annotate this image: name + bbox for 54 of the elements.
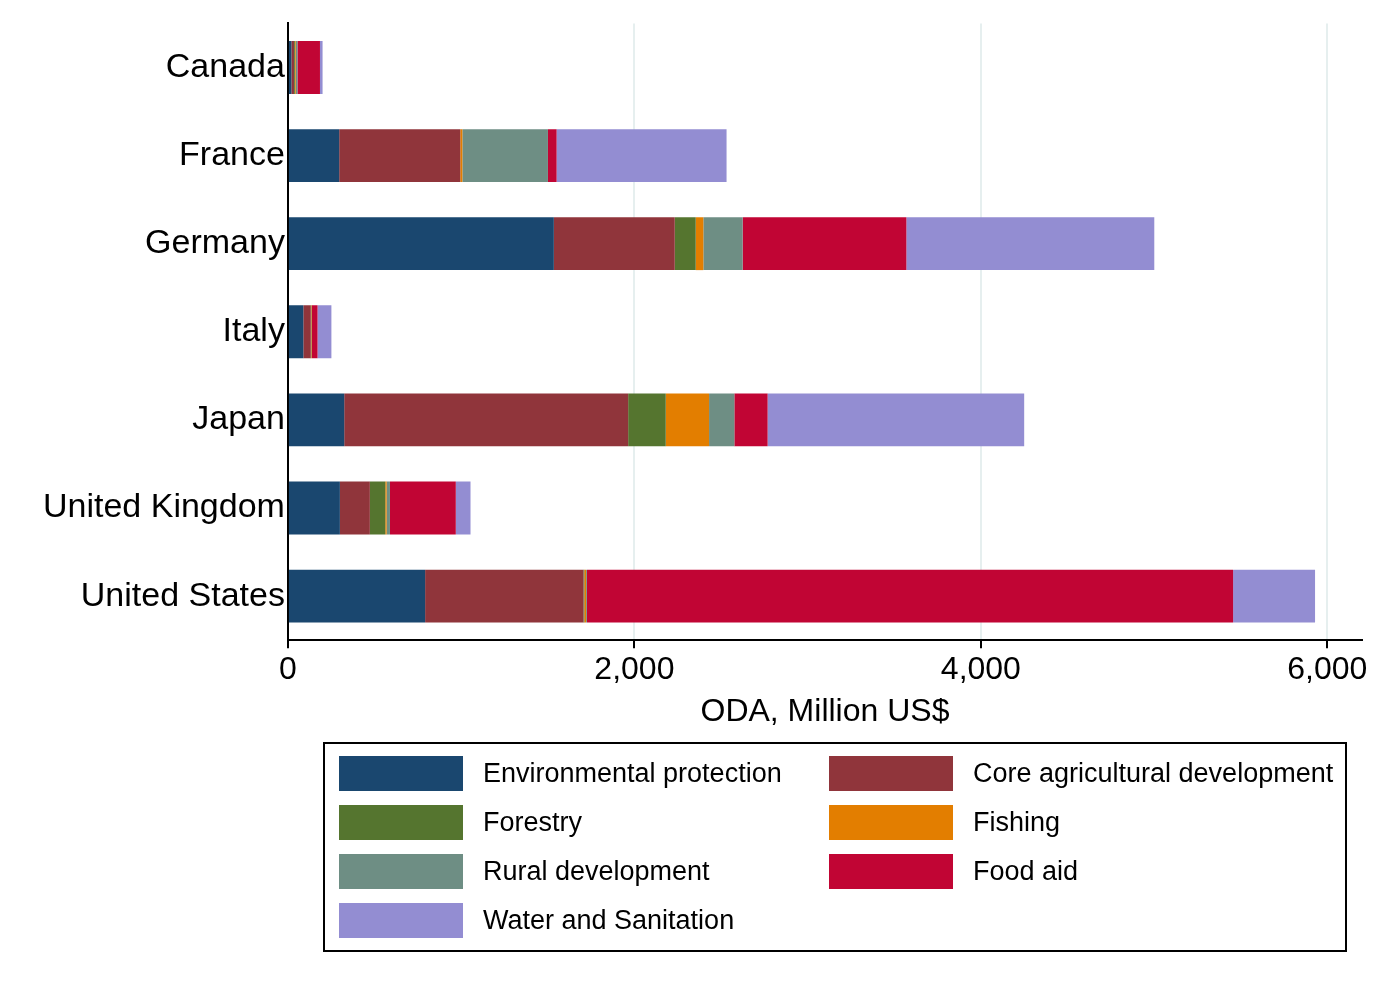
bar (389, 481, 456, 535)
bar (288, 129, 340, 183)
bar (695, 217, 704, 271)
x-tick-label: 4,000 (940, 650, 1021, 687)
y-tick-label: United States (80, 574, 285, 613)
bar (1233, 569, 1316, 623)
bar (455, 481, 471, 535)
bar (665, 393, 710, 447)
bar (288, 569, 426, 623)
bar (734, 393, 768, 447)
bar (742, 217, 907, 271)
bar (303, 305, 311, 359)
bar (288, 481, 340, 535)
legend-label: Food aid (973, 856, 1079, 887)
bar (460, 129, 463, 183)
bar (311, 305, 318, 359)
bar (709, 393, 735, 447)
bar (288, 393, 345, 447)
bar (628, 393, 666, 447)
bar (288, 305, 304, 359)
bar (553, 217, 675, 271)
bar (319, 41, 323, 94)
bar (288, 217, 554, 271)
bar (767, 393, 1025, 447)
bar (425, 569, 584, 623)
bar (906, 217, 1155, 271)
x-axis-title: ODA, Million US$ (700, 691, 950, 728)
bar (547, 129, 557, 183)
x-tick-label: 0 (279, 650, 297, 687)
x-tick-label: 6,000 (1287, 650, 1368, 687)
legend-label: Environmental protection (483, 758, 782, 789)
x-tick-label: 2,000 (594, 650, 675, 687)
bar (339, 481, 370, 535)
y-tick-label: Canada (165, 45, 285, 84)
bar (556, 129, 727, 183)
bar (674, 217, 696, 271)
bar (703, 217, 743, 271)
bar (317, 305, 332, 359)
y-tick-label: United Kingdom (43, 486, 285, 525)
bar (339, 129, 461, 183)
legend-label: Fishing (973, 807, 1061, 838)
legend-label: Water and Sanitation (483, 905, 735, 936)
bar (344, 393, 629, 447)
y-tick-label: Germany (145, 222, 285, 261)
legend-label: Core agricultural development (973, 758, 1334, 789)
y-tick-label: France (179, 133, 285, 172)
legend-label: Rural development (483, 856, 710, 887)
legend-label: Forestry (483, 807, 583, 838)
y-tick-label: Japan (192, 398, 285, 437)
y-tick-label: Italy (222, 310, 285, 349)
bar (462, 129, 548, 183)
bar (586, 569, 1234, 623)
bar (297, 41, 320, 94)
bar (369, 481, 386, 535)
